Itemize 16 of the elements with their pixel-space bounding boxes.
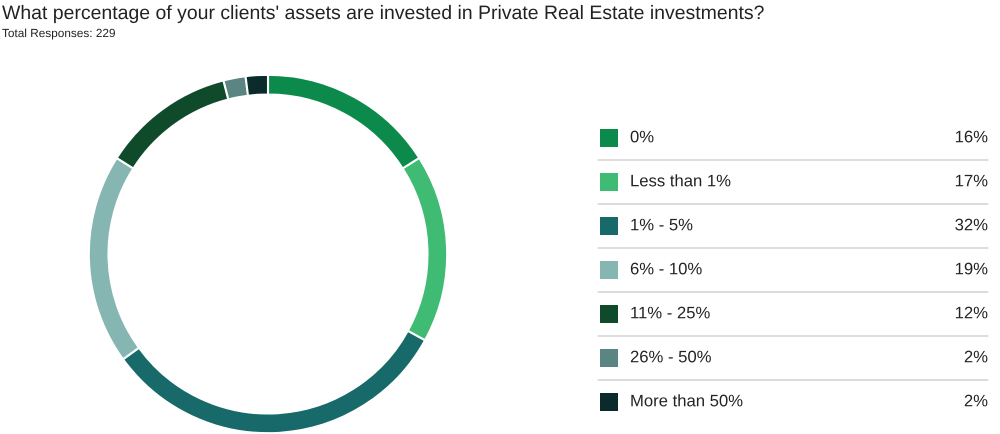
legend-label: 11% - 25% — [631, 306, 710, 318]
legend-label: More than 50% — [631, 394, 742, 406]
legend-label: 26% - 50% — [630, 350, 711, 362]
data-label: 17% — [956, 174, 988, 186]
data-label: 16% — [956, 130, 988, 142]
legend-label: 0% — [630, 130, 654, 142]
chart-subtitle: Total Responses: 229 — [2, 28, 115, 40]
legend-label: 6% - 10% — [630, 262, 702, 274]
data-label: 2% — [964, 350, 988, 362]
legend-label: Less than 1% — [631, 174, 730, 186]
data-label: 12% — [956, 306, 988, 318]
chart-title: What percentage of your clients' assets are invested in Private Real Estate investments? — [2, 4, 764, 24]
data-label: 32% — [955, 218, 988, 230]
data-label: 19% — [956, 262, 988, 274]
legend-label: 1% - 5% — [631, 218, 692, 230]
data-label: 2% — [964, 394, 988, 406]
